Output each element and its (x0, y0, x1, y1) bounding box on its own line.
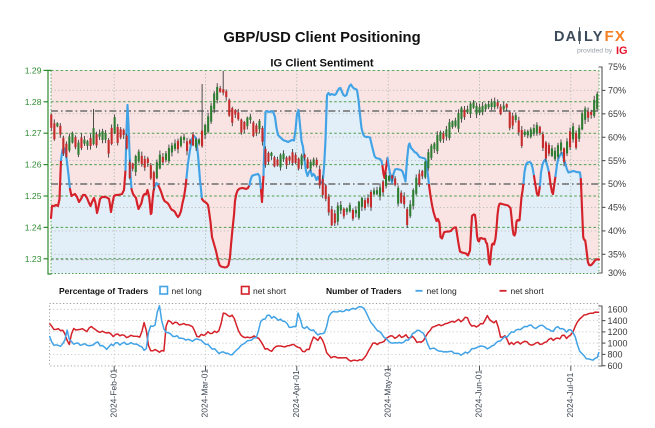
svg-text:600: 600 (608, 361, 623, 371)
svg-text:net long: net long (172, 286, 203, 296)
svg-text:2024-May-01: 2024-May-01 (382, 367, 392, 417)
svg-text:net long: net long (427, 286, 458, 296)
svg-text:75%: 75% (608, 62, 626, 72)
svg-text:1400: 1400 (608, 316, 628, 326)
svg-text:50%: 50% (608, 179, 626, 189)
svg-text:60%: 60% (608, 133, 626, 143)
svg-text:IG: IG (616, 45, 628, 57)
svg-text:2024-Mar-01: 2024-Mar-01 (200, 369, 210, 418)
svg-text:net short: net short (253, 286, 287, 296)
svg-text:800: 800 (608, 350, 623, 360)
svg-text:2024-Jul-01: 2024-Jul-01 (565, 372, 575, 417)
svg-text:2024-Apr-01: 2024-Apr-01 (291, 370, 301, 418)
svg-text:2024-Jun-01: 2024-Jun-01 (474, 369, 484, 417)
svg-text:Number of Traders: Number of Traders (326, 286, 402, 296)
svg-text:GBP/USD Client Positioning: GBP/USD Client Positioning (223, 30, 420, 46)
svg-text:1200: 1200 (608, 327, 628, 337)
svg-text:1.28: 1.28 (25, 97, 42, 107)
svg-text:IG Client Sentiment: IG Client Sentiment (270, 58, 373, 70)
svg-text:LY: LY (584, 29, 604, 45)
svg-text:2024-Feb-01: 2024-Feb-01 (108, 369, 118, 418)
svg-text:net short: net short (511, 286, 545, 296)
svg-text:45%: 45% (608, 203, 626, 213)
svg-text:65%: 65% (608, 109, 626, 119)
svg-text:1.27: 1.27 (25, 128, 42, 138)
svg-text:1000: 1000 (608, 338, 628, 348)
svg-text:1.25: 1.25 (25, 191, 42, 201)
svg-text:30%: 30% (608, 268, 626, 278)
svg-text:35%: 35% (608, 250, 626, 260)
svg-text:provided by: provided by (577, 48, 613, 55)
svg-text:1.24: 1.24 (25, 222, 42, 232)
svg-text:1.26: 1.26 (25, 160, 42, 170)
svg-text:FX: FX (605, 28, 627, 45)
svg-text:40%: 40% (608, 226, 626, 236)
svg-text:1600: 1600 (608, 305, 628, 315)
svg-text:55%: 55% (608, 156, 626, 166)
svg-text:70%: 70% (608, 86, 626, 96)
svg-text:1.23: 1.23 (25, 254, 42, 264)
svg-text:DA: DA (554, 29, 577, 45)
svg-text:1.29: 1.29 (25, 65, 42, 75)
svg-text:Percentage of Traders: Percentage of Traders (59, 286, 149, 296)
